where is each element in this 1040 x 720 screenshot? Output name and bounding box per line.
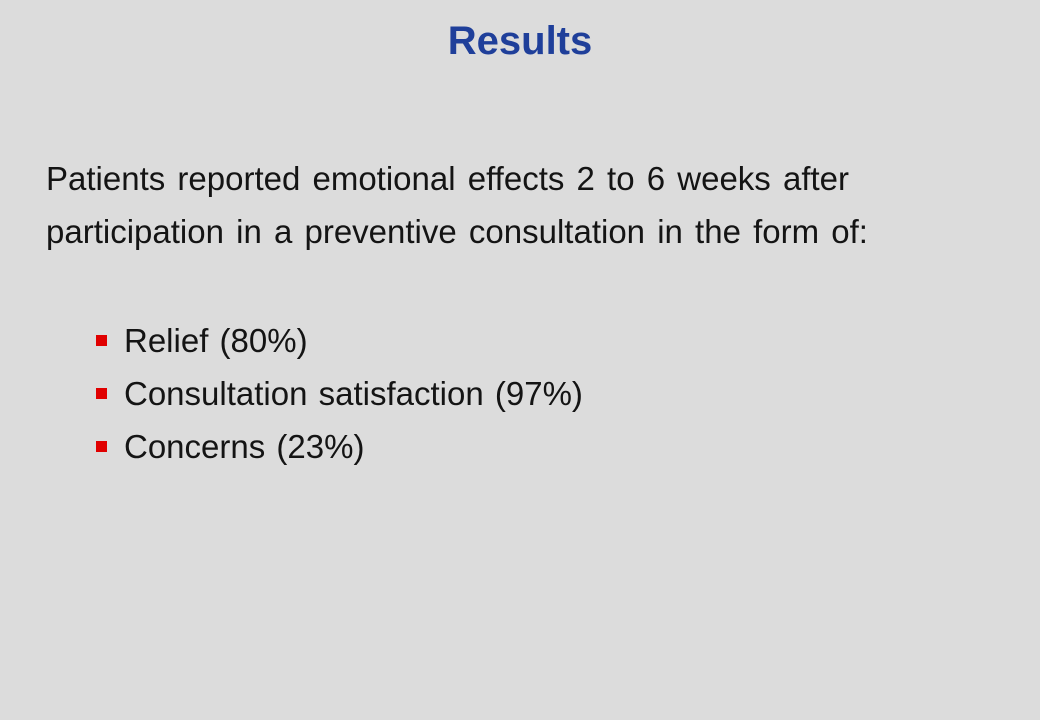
bullet-item-concerns: Concerns (23%) [96,420,583,473]
bullet-text: Concerns (23%) [124,427,365,465]
square-bullet-icon [96,335,107,346]
bullet-text: Relief (80%) [124,321,308,359]
square-bullet-icon [96,441,107,452]
bullet-text: Consultation satisfaction (97%) [124,374,583,412]
intro-paragraph: Patients reported emotional effects 2 to… [46,160,868,250]
page-title: Results [447,19,593,63]
square-bullet-icon [96,388,107,399]
bullet-item-relief: Relief (80%) [96,314,583,367]
bullet-list: Relief (80%) Consultation satisfaction (… [96,314,583,473]
bullet-item-consultation-satisfaction: Consultation satisfaction (97%) [96,367,583,420]
